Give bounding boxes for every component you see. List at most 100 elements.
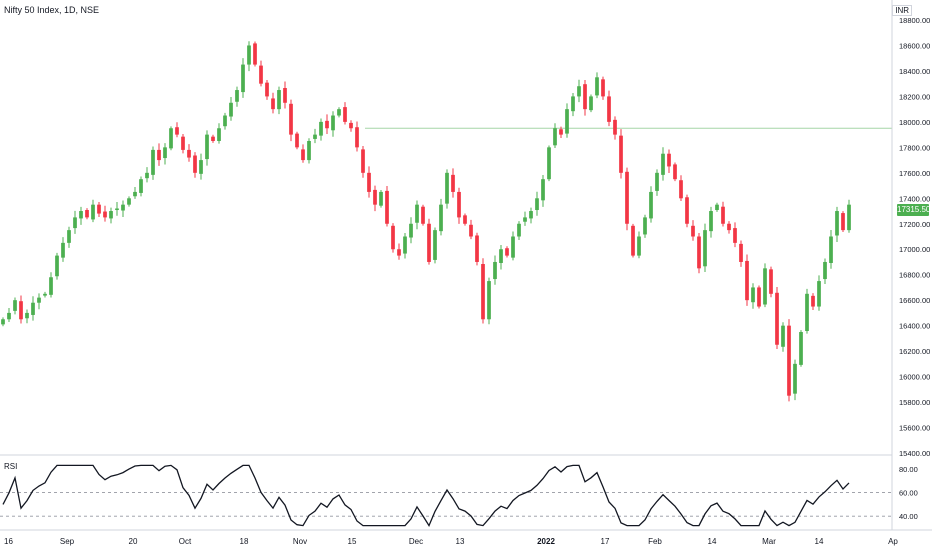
candle-body [457,191,461,218]
candle-body [469,224,473,237]
candle-body [493,261,497,280]
candle-body [559,129,563,135]
candle-body [793,363,797,394]
candle-body [835,211,839,236]
price-tick-label: 18000.00 [899,118,930,127]
candle-body [223,115,227,127]
candle-body [265,82,269,97]
time-tick-label: Feb [648,537,662,546]
price-tick-label: 17200.00 [899,220,930,229]
candle-body [481,264,485,320]
candle-body [577,86,581,97]
candle-body [145,172,149,179]
time-tick-label: 14 [815,537,824,546]
candle-body [91,204,95,220]
rsi-tick-label: 60.00 [899,489,918,498]
candle-body [307,140,311,161]
candle-body [295,133,299,148]
candle-body [367,172,371,192]
price-tick-label: 16800.00 [899,271,930,280]
candle-body [79,211,83,219]
candle-body [127,198,131,205]
candle-body [313,134,317,139]
candles-group [1,41,851,402]
candle-body [667,153,671,167]
time-tick-label: 14 [708,537,717,546]
candle-body [61,242,65,258]
candle-body [247,45,251,65]
rsi-tick-label: 40.00 [899,512,918,521]
candle-body [163,147,167,159]
candle-body [517,223,521,237]
candle-body [397,249,401,256]
candle-body [805,293,809,331]
candle-body [25,312,29,319]
rsi-label: RSI [4,462,18,471]
candle-body [475,235,479,262]
time-tick-label: 15 [348,537,357,546]
time-tick-label: Dec [409,537,423,546]
candle-body [769,269,773,294]
candle-body [283,88,287,103]
chart-title: Nifty 50 Index, 1D, NSE [4,5,100,15]
candle-body [355,127,359,148]
candle-body [391,225,395,250]
candle-body [523,217,527,222]
candle-body [1,319,5,325]
candle-body [193,155,197,173]
price-axis[interactable]: 15400.00 15600.00 15800.00 16000.00 16200.00… [899,16,930,458]
candle-body [607,96,611,122]
candle-body [241,64,245,93]
candle-body [643,217,647,235]
time-tick-label: 13 [456,537,465,546]
candle-body [211,136,215,141]
candle-body [289,103,293,135]
time-axis[interactable]: 16 Sep 20 Oct 18 Nov 15 Dec 13 2022 17 Feb 14 Mar 14 Ap [4,537,898,546]
time-tick-label: Ap [888,537,898,546]
candle-body [763,268,767,305]
candle-body [727,223,731,231]
candle-body [583,84,587,110]
time-tick-label: Nov [293,537,307,546]
time-tick-label: 20 [129,537,138,546]
price-tick-label: 17800.00 [899,143,930,152]
candle-body [133,191,137,197]
candle-body [511,236,515,258]
price-tick-label: 16600.00 [899,296,930,305]
candle-body [337,109,341,116]
time-tick-label: 17 [601,537,610,546]
candle-body [541,179,545,201]
candle-body [655,172,659,191]
candle-body [601,79,605,97]
candle-body [373,189,377,205]
candle-body [703,230,707,267]
candle-body [553,128,557,146]
candle-body [679,180,683,199]
candle-body [157,149,161,161]
candle-body [169,128,173,149]
candle-body [661,153,665,175]
price-tick-label: 18200.00 [899,92,930,101]
candle-body [439,204,443,232]
candle-body [421,206,425,224]
time-tick-label: Mar [762,537,776,546]
price-tick-label: 15400.00 [899,449,930,458]
candle-body [55,255,59,277]
candle-body [745,260,749,301]
candle-body [535,198,539,211]
price-tick-label: 15600.00 [899,424,930,433]
candle-body [625,171,629,224]
candle-body [715,204,719,211]
candle-body [349,122,353,129]
price-tick-label: 18600.00 [899,41,930,50]
candle-body [385,190,389,224]
time-tick-label: Oct [179,537,192,546]
candle-body [781,325,785,347]
candle-body [379,191,383,206]
price-tick-label: 16200.00 [899,347,930,356]
time-tick-label: 16 [4,537,13,546]
candle-body [271,98,275,110]
candle-body [547,147,551,180]
candle-body [487,281,491,320]
